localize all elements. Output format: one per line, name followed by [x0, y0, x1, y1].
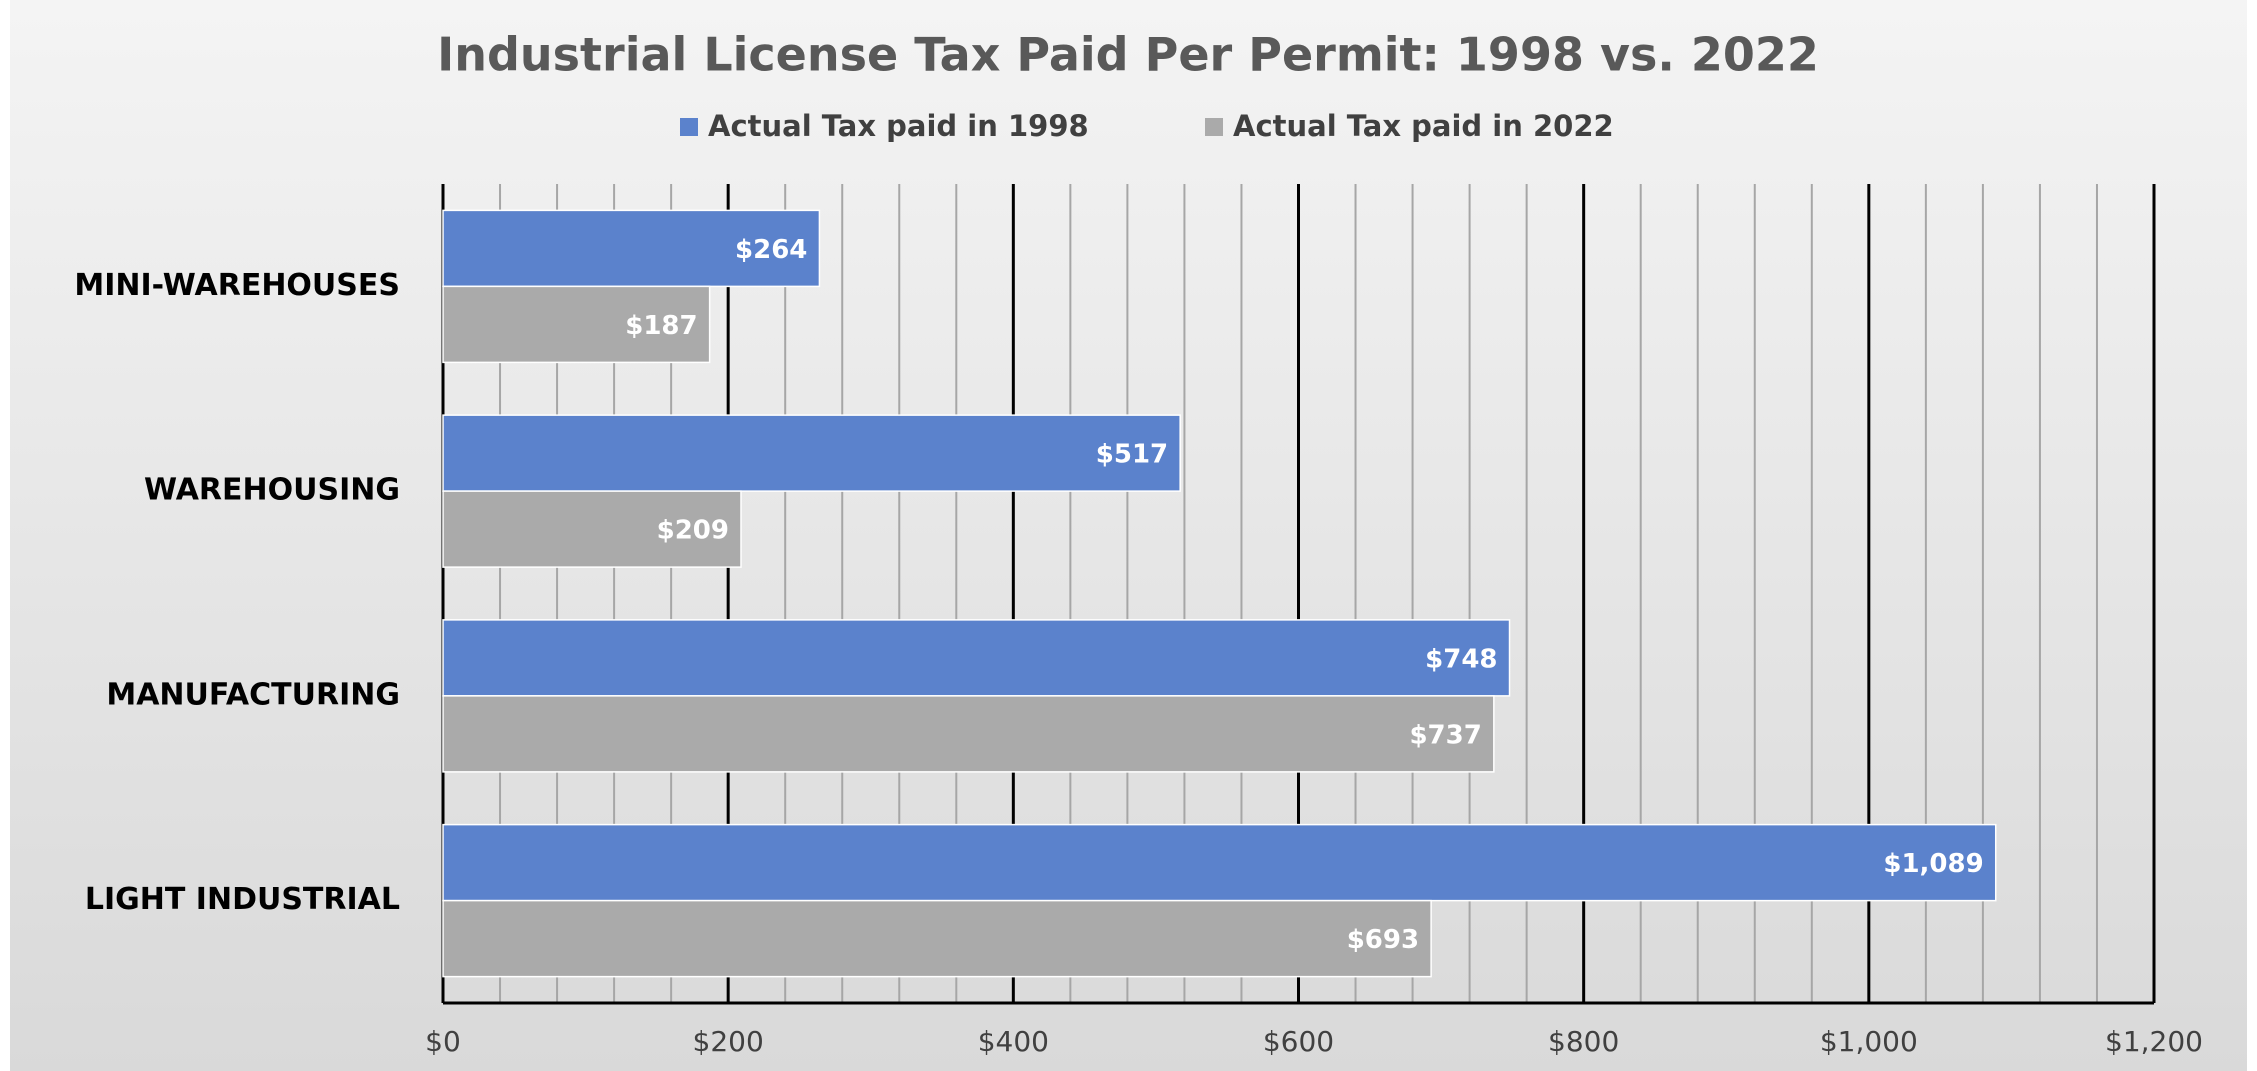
chart-title: Industrial License Tax Paid Per Permit: … — [437, 28, 1819, 82]
y-tick-label: MINI-WAREHOUSES — [74, 268, 400, 303]
value-label: $737 — [1409, 720, 1481, 750]
x-tick-label: $800 — [1548, 1025, 1619, 1058]
value-label: $748 — [1425, 644, 1497, 674]
legend-swatch — [680, 118, 698, 136]
bar — [442, 899, 1432, 978]
x-tick-label: $200 — [693, 1025, 764, 1058]
value-label: $1,089 — [1883, 849, 1983, 879]
legend-label: Actual Tax paid in 1998 — [708, 109, 1089, 143]
bar — [442, 619, 1511, 697]
value-label: $693 — [1347, 925, 1419, 955]
x-tick-label: $1,200 — [2105, 1025, 2203, 1058]
value-label: $264 — [735, 235, 807, 265]
value-label: $209 — [657, 516, 729, 546]
legend-swatch — [1205, 118, 1223, 136]
x-tick-label: $600 — [1263, 1025, 1334, 1058]
y-tick-label: WAREHOUSING — [144, 473, 400, 508]
x-tick-label: $0 — [425, 1025, 461, 1058]
x-tick-label: $1,000 — [1820, 1025, 1918, 1058]
x-tick-label: $400 — [978, 1025, 1049, 1058]
legend-label: Actual Tax paid in 2022 — [1233, 109, 1614, 143]
y-tick-label: MANUFACTURING — [106, 677, 400, 712]
bar — [442, 490, 742, 568]
bar — [442, 209, 821, 288]
value-label: $187 — [625, 311, 697, 341]
bar — [442, 823, 1997, 902]
bar — [442, 414, 1181, 492]
value-label: $517 — [1096, 440, 1168, 470]
bar — [442, 695, 1495, 773]
y-tick-label: LIGHT INDUSTRIAL — [85, 882, 400, 917]
bar — [442, 285, 711, 364]
